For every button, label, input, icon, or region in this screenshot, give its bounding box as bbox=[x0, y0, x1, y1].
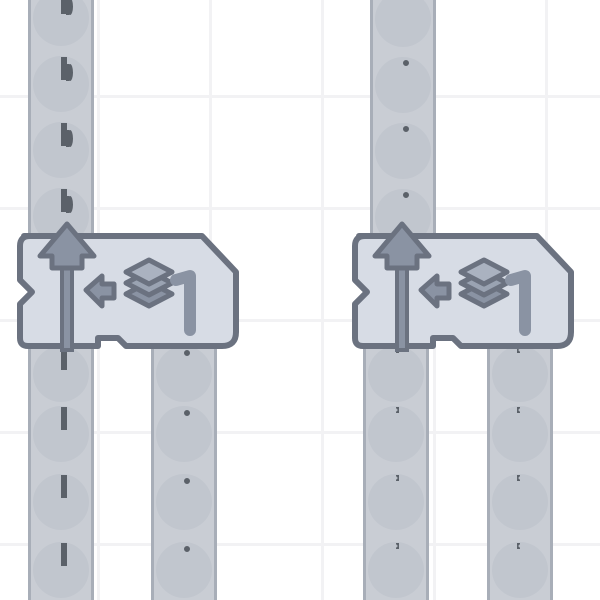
output-belt-right-blue[interactable] bbox=[487, 344, 553, 600]
machine-unstacker-left[interactable] bbox=[14, 221, 246, 356]
item-shadow bbox=[492, 406, 548, 462]
input-belt-left[interactable] bbox=[28, 0, 94, 244]
item-shadow bbox=[492, 346, 548, 402]
item-shadow bbox=[368, 542, 424, 598]
item-shadow bbox=[492, 474, 548, 530]
tier-badge-icon bbox=[505, 270, 531, 336]
belt-edge-left bbox=[28, 344, 31, 600]
shape-square-red bbox=[61, 407, 67, 430]
belt-edge-left bbox=[487, 344, 490, 600]
belt-edge-left bbox=[28, 0, 31, 240]
shape-square-red bbox=[61, 189, 67, 212]
belt-item-slot[interactable] bbox=[28, 474, 94, 530]
item-shadow bbox=[492, 542, 548, 598]
belt-edge-right bbox=[91, 0, 94, 240]
item-shadow bbox=[368, 346, 424, 402]
belt-edge-left bbox=[151, 344, 154, 600]
belt-edge-left bbox=[363, 344, 366, 600]
item-shadow bbox=[368, 406, 424, 462]
item-shadow bbox=[375, 0, 431, 47]
belt-edge-right bbox=[550, 344, 553, 600]
belt-item-slot[interactable] bbox=[28, 56, 94, 112]
stack-layers-icon bbox=[458, 257, 510, 309]
belt-item-slot[interactable] bbox=[28, 0, 94, 46]
belt-edge-left bbox=[370, 0, 373, 240]
output-belt-right-green[interactable] bbox=[363, 344, 429, 600]
item-shadow bbox=[368, 474, 424, 530]
belt-item-slot[interactable] bbox=[28, 122, 94, 178]
belt-item-slot[interactable] bbox=[28, 542, 94, 598]
tier-badge-icon bbox=[170, 270, 196, 336]
item-shadow bbox=[156, 406, 212, 462]
item-shadow bbox=[375, 123, 431, 179]
output-belt-left-red[interactable] bbox=[28, 344, 94, 600]
left-arrow-icon bbox=[418, 273, 452, 309]
belt-item-slot[interactable] bbox=[28, 346, 94, 402]
item-shadow bbox=[156, 474, 212, 530]
machine-unstacker-right[interactable] bbox=[349, 221, 581, 356]
up-arrow-icon bbox=[37, 221, 97, 352]
item-shadow bbox=[375, 57, 431, 113]
shape-square-red bbox=[61, 57, 67, 80]
left-arrow-icon bbox=[83, 273, 117, 309]
shape-square-red bbox=[61, 543, 67, 566]
input-belt-right[interactable] bbox=[370, 0, 436, 245]
shape-square-red bbox=[61, 475, 67, 498]
shape-square-red bbox=[61, 347, 67, 370]
belt-edge-right bbox=[214, 344, 217, 600]
belt-edge-right bbox=[426, 344, 429, 600]
up-arrow-icon bbox=[372, 221, 432, 352]
output-belt-left-green[interactable] bbox=[151, 344, 217, 600]
belt-edge-right bbox=[433, 0, 436, 240]
stack-layers-icon bbox=[123, 257, 175, 309]
belt-item-slot[interactable] bbox=[28, 406, 94, 462]
shape-square-red bbox=[61, 123, 67, 146]
shape-square-red bbox=[61, 0, 67, 14]
belt-item-slot[interactable] bbox=[28, 188, 94, 244]
item-shadow bbox=[156, 542, 212, 598]
belt-edge-right bbox=[91, 344, 94, 600]
